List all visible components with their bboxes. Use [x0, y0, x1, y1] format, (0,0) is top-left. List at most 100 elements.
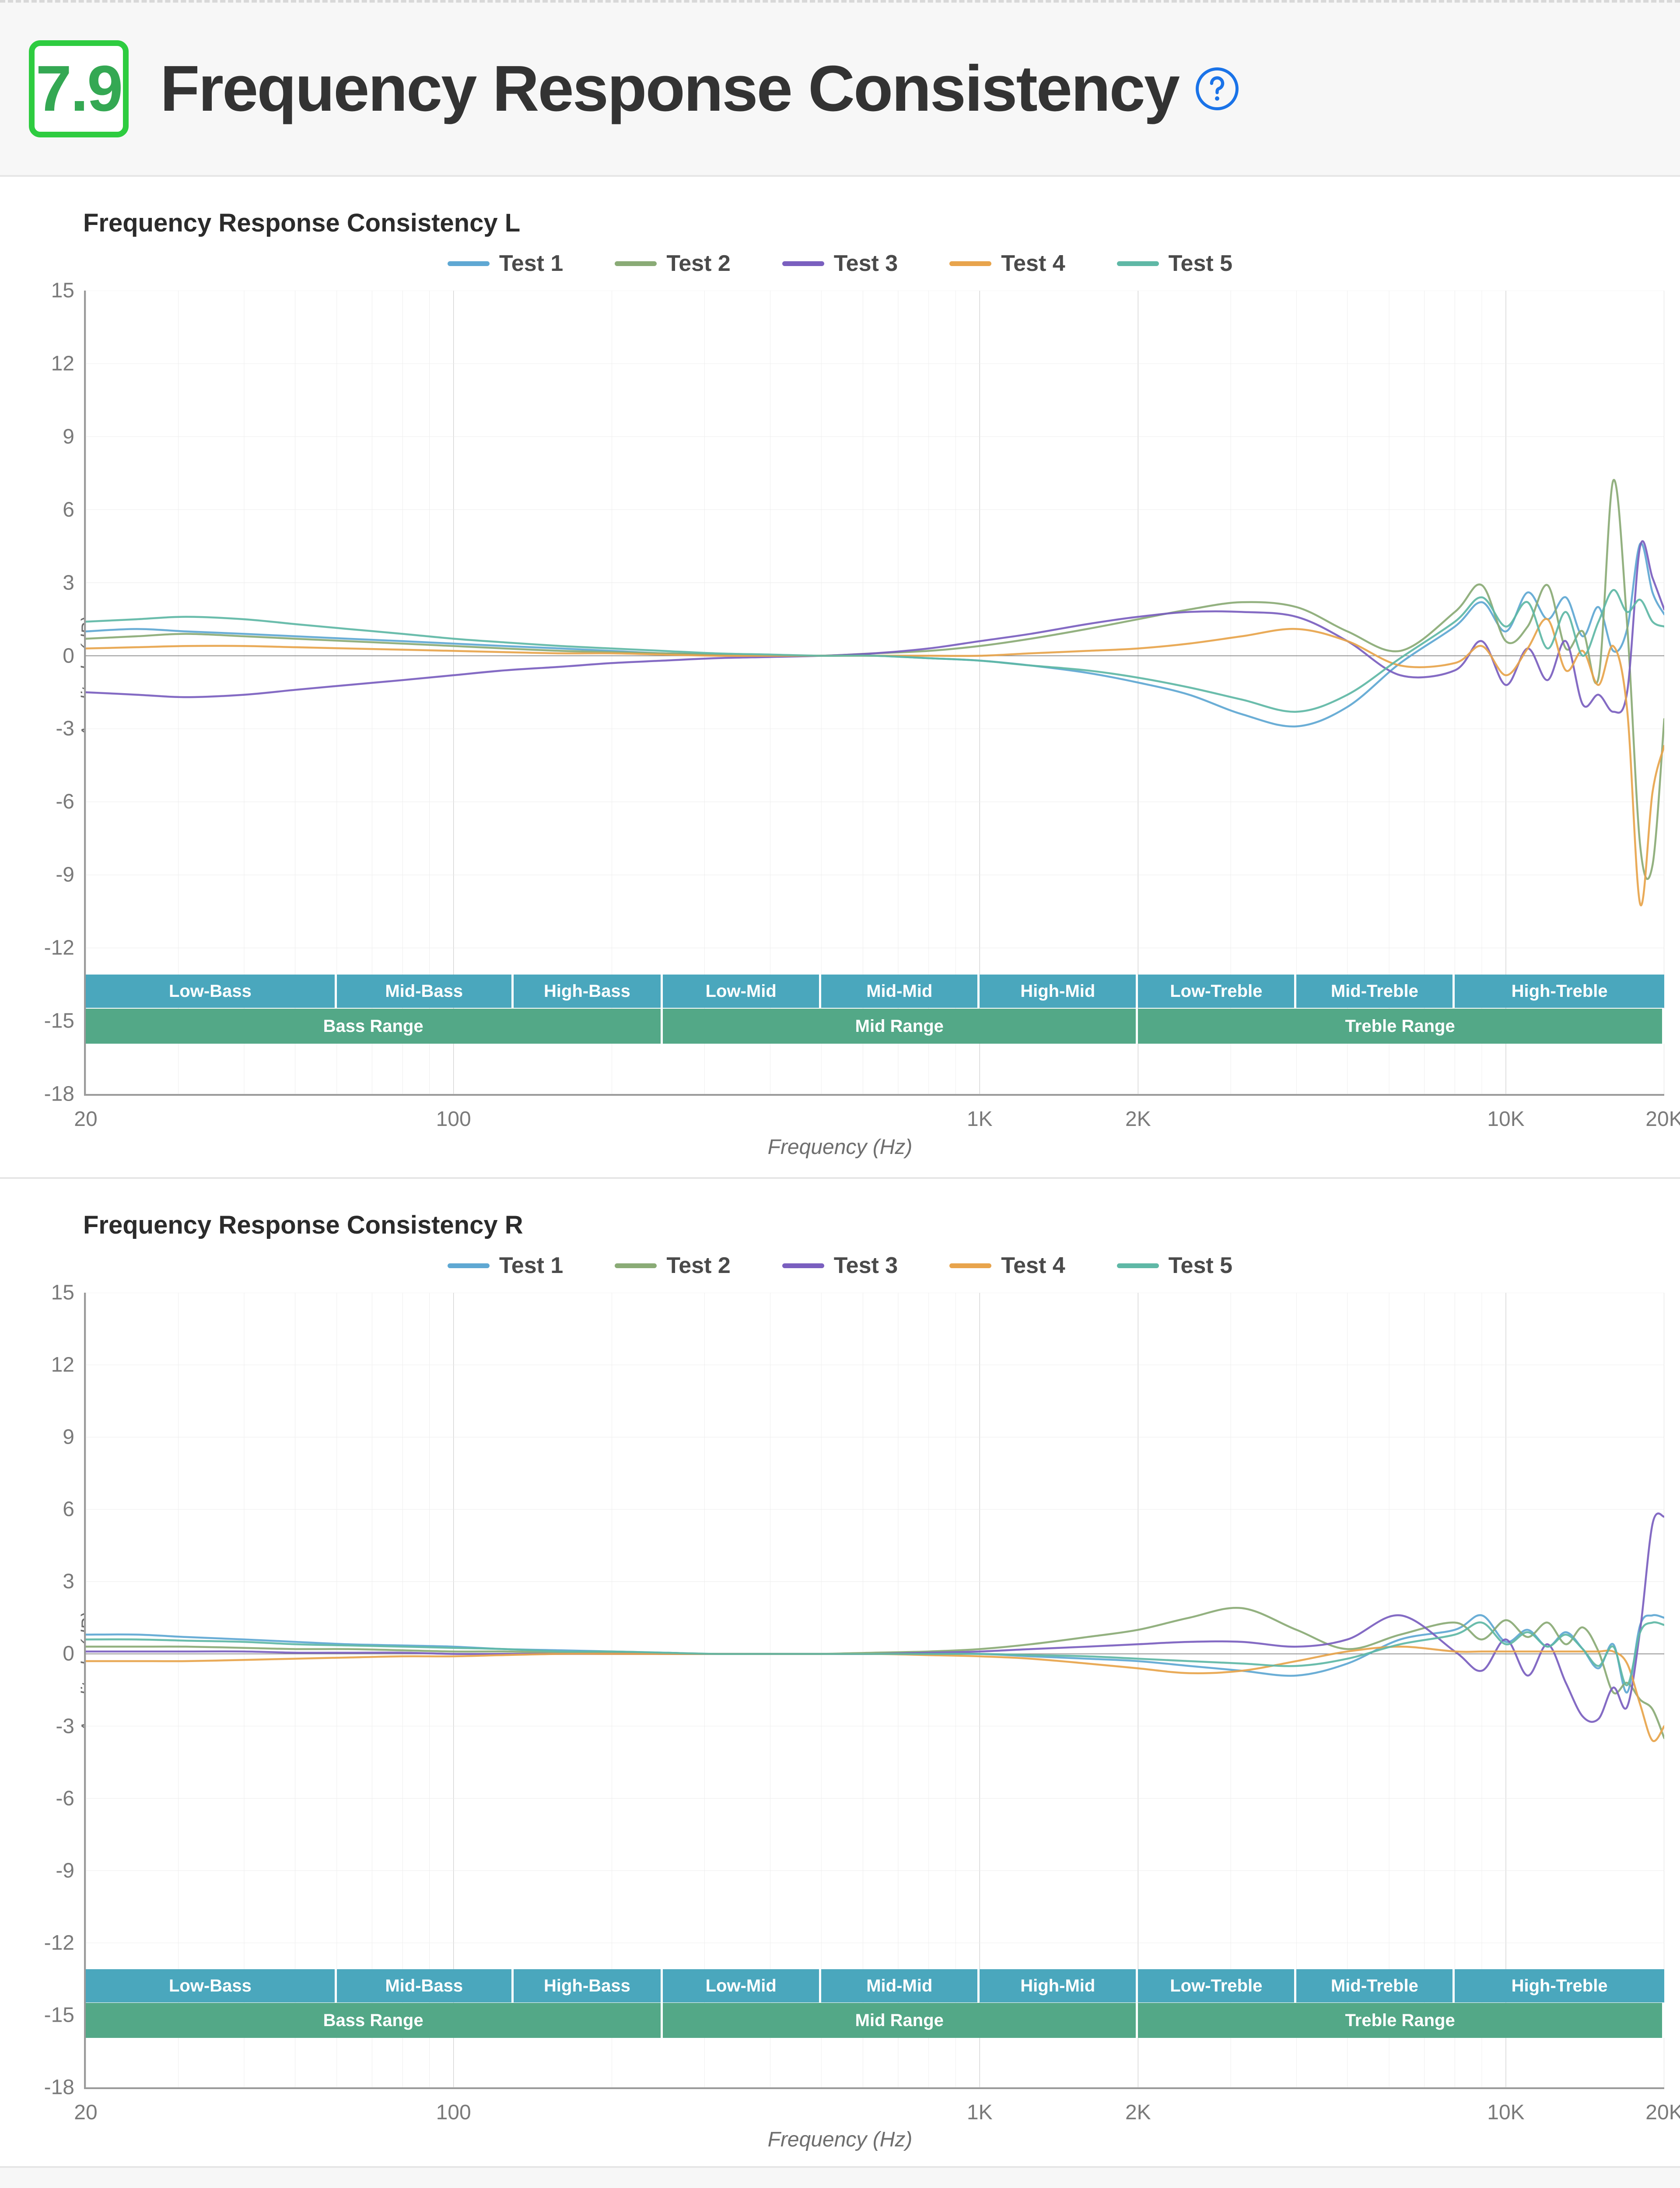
y-axis-tick-label: -9: [56, 1859, 74, 1883]
help-circle-icon[interactable]: [1194, 66, 1240, 112]
x-axis-tick-label: 1K: [966, 2101, 993, 2124]
y-axis-tick-label: 0: [63, 1642, 74, 1666]
y-axis-tick-label: 0: [63, 644, 74, 668]
frequency-sub-band-row: Low-Bass Mid-Bass High-Bass Low-Mid Mid-Mid H…: [86, 1969, 1664, 2003]
frequency-band-cell: Low-Bass: [86, 975, 337, 1008]
y-axis-tick-label: -15: [44, 2003, 74, 2027]
legend-swatch-test-3: [782, 1263, 824, 1268]
y-axis-tick-label: 9: [63, 1425, 74, 1449]
plot-svg-left: [86, 291, 1664, 1094]
legend-item[interactable]: Test 2: [615, 250, 731, 277]
plot-inner-right: [86, 1293, 1664, 2087]
legend-item[interactable]: Test 5: [1116, 1252, 1233, 1279]
y-axis-tick-label: -3: [56, 1715, 74, 1738]
y-axis-tick-label: 12: [51, 1353, 74, 1377]
frequency-band-cell: Mid-Mid: [821, 975, 980, 1008]
chart-title-left: Frequency Response Consistency L: [83, 209, 521, 237]
legend-item[interactable]: Test 2: [615, 1252, 731, 1279]
legend-swatch-test-4: [949, 1263, 992, 1268]
x-axis-tick-label: 20K: [1645, 2101, 1680, 2124]
y-axis-tick-label: -12: [44, 1931, 74, 1955]
y-axis-tick-label: 3: [63, 1570, 74, 1593]
legend-label: Test 1: [499, 251, 564, 276]
legend-item[interactable]: Test 3: [782, 1252, 898, 1279]
y-axis-tick-label: -6: [56, 790, 74, 813]
legend-label: Test 3: [833, 1253, 898, 1278]
legend-label: Test 3: [833, 251, 898, 276]
frequency-range-cell: Treble Range: [1138, 1009, 1664, 1044]
legend-label: Test 5: [1168, 1253, 1233, 1278]
frequency-band-cell: Mid-Mid: [821, 1969, 980, 2003]
frequency-band-cell: Low-Treble: [1138, 1969, 1297, 2003]
y-axis-tick-label: 12: [51, 352, 74, 375]
x-axis-tick-label: 100: [436, 2101, 471, 2124]
chart-panel-right: Frequency Response Consistency R Test 1 …: [0, 1177, 1680, 2166]
y-axis-tick-label: 15: [51, 279, 74, 302]
y-axis-tick-label: 15: [51, 1281, 74, 1304]
x-axis-title-left: Frequency (Hz): [767, 1136, 913, 1159]
frequency-band-cell: High-Treble: [1455, 975, 1664, 1008]
legend-item[interactable]: Test 4: [949, 250, 1065, 277]
y-axis-tick-label: -12: [44, 936, 74, 960]
frequency-band-cell: High-Mid: [980, 1969, 1138, 2003]
legend-label: Test 2: [666, 251, 731, 276]
y-axis-tick-label: -3: [56, 717, 74, 740]
x-axis-tick-label: 10K: [1487, 1108, 1525, 1131]
frequency-main-band-row: Bass Range Mid Range Treble Range: [86, 2003, 1664, 2038]
plot-area-right: 15 12 9 6 3 0 -3 -6 -9 -12 -15 -18 20 100 1K 2K 10K 20K Lo…: [44, 1281, 1680, 2125]
chart-legend-left: Test 1 Test 2 Test 3 Test 4 Test 5: [0, 250, 1680, 277]
legend-item[interactable]: Test 3: [782, 250, 898, 277]
score-value: 7.9: [35, 53, 123, 125]
legend-item[interactable]: Test 1: [447, 250, 564, 277]
legend-item[interactable]: Test 1: [447, 1252, 564, 1279]
x-axis-tick-label: 20K: [1645, 1108, 1680, 1131]
legend-label: Test 1: [499, 1253, 564, 1278]
frequency-band-cell: High-Bass: [513, 1969, 663, 2003]
legend-swatch-test-5: [1116, 261, 1159, 266]
frequency-band-cell: Mid-Treble: [1296, 1969, 1455, 2003]
x-axis-tick-label: 20: [74, 1108, 98, 1131]
page-title: Frequency Response Consistency: [160, 53, 1180, 125]
frequency-band-cell: High-Treble: [1455, 1969, 1664, 2003]
frequency-range-cell: Mid Range: [663, 2003, 1138, 2038]
legend-label: Test 4: [1001, 1253, 1065, 1278]
chart-legend-right: Test 1 Test 2 Test 3 Test 4 Test 5: [0, 1252, 1680, 1279]
frequency-band-cell: Low-Mid: [663, 1969, 822, 2003]
x-axis-tick-label: 2K: [1125, 1108, 1151, 1131]
section-header: 7.9 Frequency Response Consistency: [0, 0, 1680, 175]
legend-swatch-test-4: [949, 261, 992, 266]
frequency-band-cell: Mid-Bass: [336, 1969, 514, 2003]
legend-swatch-test-2: [615, 1263, 657, 1268]
frequency-band-cell: Low-Bass: [86, 1969, 337, 2003]
x-axis-title-right: Frequency (Hz): [767, 2128, 913, 2151]
plot-svg-right: [86, 1293, 1664, 2087]
y-axis-tick-label: 6: [63, 1497, 74, 1521]
chart-title-right: Frequency Response Consistency R: [83, 1211, 523, 1239]
y-axis-tick-label: 3: [63, 571, 74, 595]
avg-std-deviation-row: Avg. Std. Deviation 0.42 dB: [0, 2166, 1680, 2188]
legend-label: Test 2: [666, 1253, 731, 1278]
y-axis-tick-label: -6: [56, 1787, 74, 1810]
legend-swatch-test-5: [1116, 1263, 1159, 1268]
frequency-band-cell: Low-Mid: [663, 975, 822, 1008]
y-axis-tick-label: -9: [56, 863, 74, 887]
frequency-range-cell: Bass Range: [86, 1009, 663, 1044]
legend-item[interactable]: Test 5: [1116, 250, 1232, 277]
y-axis-tick-label: -15: [44, 1009, 74, 1033]
score-badge: 7.9: [29, 40, 129, 137]
x-axis-tick-label: 1K: [966, 1108, 993, 1131]
legend-swatch-test-3: [782, 261, 824, 266]
plot-inner-left: [86, 291, 1664, 1094]
frequency-range-cell: Mid Range: [663, 1009, 1138, 1044]
legend-swatch-test-1: [447, 261, 490, 266]
y-axis-tick-label: -18: [44, 1082, 74, 1106]
x-axis-tick-label: 2K: [1125, 2101, 1151, 2124]
y-axis-tick-label: 6: [63, 498, 74, 522]
plot-area-left: 15 12 9 6 3 0 -3 -6 -9 -12 -15 -18 20 100 1K 2K 10K 20K Lo…: [44, 279, 1680, 1131]
frequency-band-cell: Mid-Treble: [1296, 975, 1455, 1008]
y-axis-tick-label: 9: [63, 425, 74, 449]
x-axis-tick-label: 10K: [1487, 2101, 1525, 2124]
legend-swatch-test-1: [447, 1263, 490, 1268]
legend-item[interactable]: Test 4: [949, 1252, 1065, 1279]
